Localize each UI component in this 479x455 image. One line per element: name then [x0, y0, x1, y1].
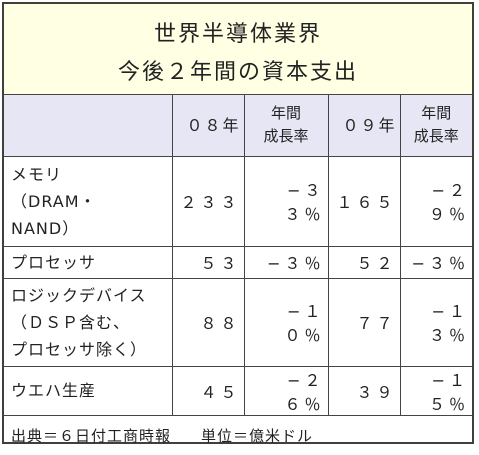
cell-growth-08: −１０％ [243, 277, 329, 367]
source-note: 出典＝６日付工商時報 [11, 426, 172, 445]
row-label-wafer: ウエハ生産 [4, 365, 173, 416]
cell-09: ５２ [327, 245, 401, 279]
row-label-memory: メモリ （DRAM・ NAND） [4, 155, 173, 247]
table-row: ウエハ生産 ４５ −２６％ ３９ −１５％ [4, 365, 472, 416]
table-row: ロジックデバイス （ＤＳＰ含む、 プロセッサ除く） ８８ −１０％ ７７ −１３… [4, 277, 472, 367]
cell-08: ４５ [171, 365, 245, 416]
header-cell-08: ０８年 [171, 95, 245, 157]
cell-09: ７７ [327, 277, 401, 367]
cell-growth-09: −２９％ [399, 155, 472, 247]
title-line-2: 今後２年間の資本支出 [117, 60, 358, 85]
row-label-logic: ロジックデバイス （ＤＳＰ含む、 プロセッサ除く） [4, 277, 173, 367]
cell-08: ５３ [171, 245, 245, 279]
table-title: 世界半導体業界 今後２年間の資本支出 [4, 4, 472, 95]
cell-growth-08: −２６％ [243, 365, 329, 416]
cell-08: ８８ [171, 277, 245, 367]
capex-table: ０８年 年間 成長率 ０９年 年間 成長率 メモリ （DRAM・ NAND） ２… [4, 95, 472, 455]
row-label-processor: プロセッサ [4, 245, 173, 279]
table-row: メモリ （DRAM・ NAND） ２３３ −３３％ １６５ −２９％ [4, 155, 472, 247]
table-row: プロセッサ ５３ −３％ ５２ −３％ [4, 245, 472, 279]
title-line-1: 世界半導体業界 [153, 22, 322, 47]
header-row: ０８年 年間 成長率 ０９年 年間 成長率 [4, 95, 472, 157]
cell-09: １６５ [327, 155, 401, 247]
unit-note: 単位＝億米ドル [201, 426, 314, 445]
cell-growth-08: −３３％ [243, 155, 329, 247]
cell-growth-09: −１５％ [399, 365, 472, 416]
cell-growth-09: −１３％ [399, 277, 472, 367]
cell-08: ２３３ [171, 155, 245, 247]
cell-growth-09: −３％ [399, 245, 472, 279]
cell-growth-08: −３％ [243, 245, 329, 279]
cell-09: ３９ [327, 365, 401, 416]
footer-cell: 出典＝６日付工商時報 単位＝億米ドル [4, 414, 472, 455]
header-cell-growth-09: 年間 成長率 [399, 95, 472, 157]
header-cell-09: ０９年 [327, 95, 401, 157]
header-cell-empty [4, 95, 173, 157]
header-cell-growth-08: 年間 成長率 [243, 95, 329, 157]
footer-row: 出典＝６日付工商時報 単位＝億米ドル [4, 414, 472, 455]
